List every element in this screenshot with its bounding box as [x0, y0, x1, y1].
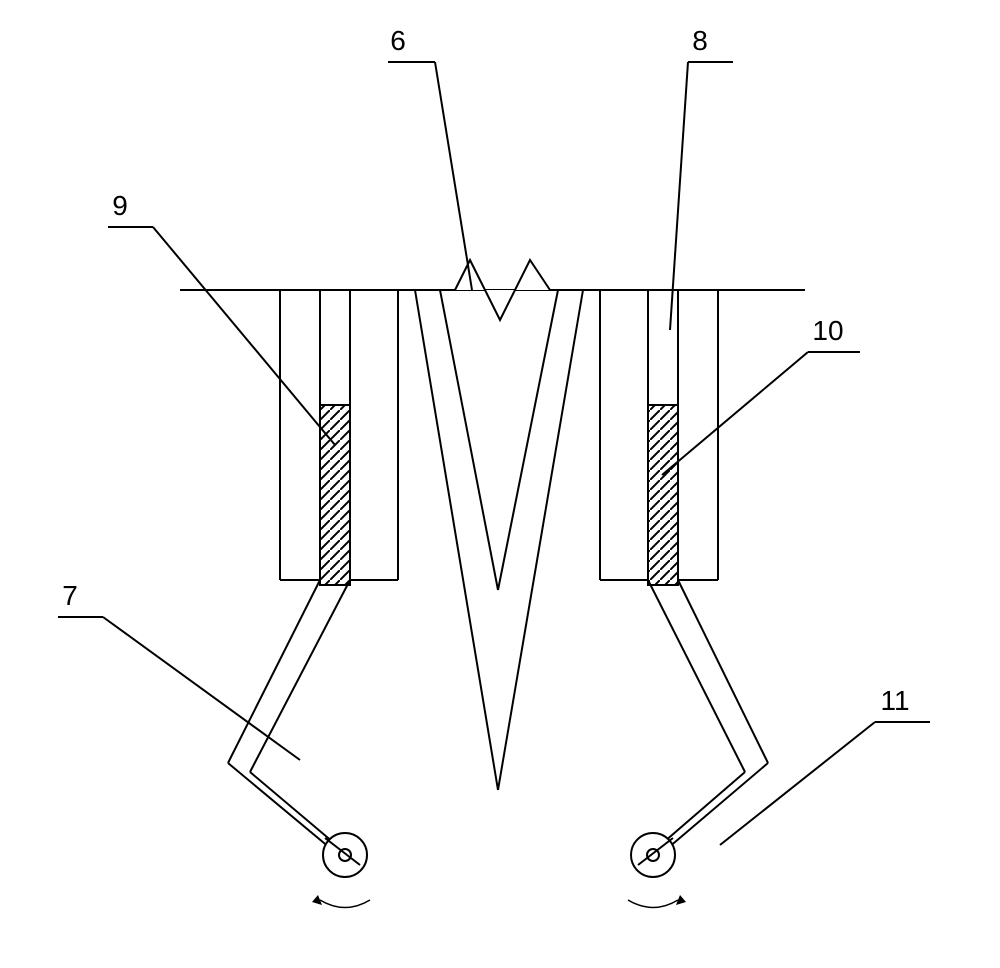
- label-7: 7: [58, 580, 300, 760]
- left-wheel: [323, 833, 367, 877]
- v-left-inner: [440, 290, 498, 590]
- left-rotation-arrow: [312, 895, 370, 908]
- svg-text:10: 10: [812, 315, 843, 346]
- left-arm: [228, 580, 350, 848]
- right-wheel: [631, 833, 675, 877]
- svg-text:6: 6: [390, 25, 406, 56]
- svg-text:7: 7: [62, 580, 78, 611]
- label-10: 10: [662, 315, 860, 475]
- label-9: 9: [108, 190, 335, 445]
- right-spring: [648, 405, 678, 585]
- right-arm: [648, 580, 768, 848]
- labels-group: 6 8 9 10 7 11: [58, 25, 930, 845]
- main-drawing: [180, 260, 805, 908]
- v-left-outer: [415, 290, 498, 790]
- svg-text:9: 9: [112, 190, 128, 221]
- v-right-outer: [498, 290, 583, 790]
- svg-text:11: 11: [880, 685, 909, 716]
- v-right-inner: [498, 290, 558, 590]
- right-rotation-arrow: [628, 895, 686, 908]
- label-6: 6: [388, 25, 472, 290]
- label-11: 11: [720, 685, 930, 845]
- diagram-svg: 6 8 9 10 7 11: [0, 0, 1000, 968]
- label-8: 8: [670, 25, 733, 330]
- svg-text:8: 8: [692, 25, 708, 56]
